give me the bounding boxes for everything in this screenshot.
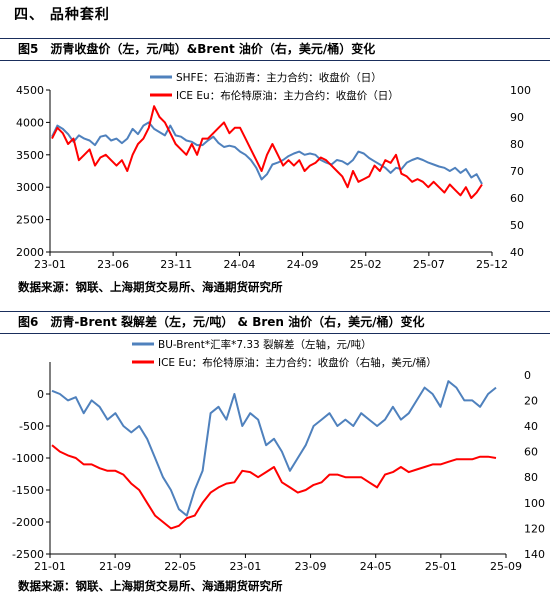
figure-6-number: 图6: [18, 315, 39, 329]
figure-6-title: 沥青-Brent 裂解差（左，元/吨） & Bren 油价（右，美元/桶）变化: [50, 315, 425, 329]
right-tick-label: 60: [510, 192, 524, 205]
right-tick-label: 70: [510, 165, 524, 178]
chart-crack-spread-vs-brent: -2500 -2000 -1500 -1000 -500 0 0 20 40 60 80 100 120…: [12, 338, 545, 573]
legend-label-1: BU-Brent*汇率*7.33 裂解差（左轴，元/吨）: [158, 338, 372, 351]
right-tick-label: 90: [510, 111, 524, 124]
right-tick-label: 0: [524, 369, 531, 382]
x-tick-label: 24-09: [287, 258, 319, 271]
figure-5-source: 数据来源：钢联、上海期货交易所、海通期货研究所: [18, 280, 283, 294]
right-tick-label: 50: [510, 219, 524, 232]
x-tick-label: 23-01: [229, 560, 261, 573]
chart-asphalt-vs-brent: 2000 2500 3000 3500 4000 4500 40 50 60 70 80 90 100 2…: [16, 71, 531, 271]
left-tick-label: 3000: [16, 181, 44, 194]
right-tick-label: 80: [524, 471, 538, 484]
x-tick-label: 23-11: [160, 258, 192, 271]
x-tick-label: 23-01: [34, 258, 66, 271]
right-tick-label: 40: [510, 246, 524, 259]
x-tick-label: 24-04: [223, 258, 255, 271]
series-line-1: [51, 380, 497, 517]
legend-label-2: ICE Eu：布伦特原油：主力合约：收盘价（日）: [176, 89, 399, 102]
figure-5-title: 沥青收盘价（左，元/吨）&Brent 油价（右，美元/桶）变化: [50, 42, 376, 56]
right-tick-label: 120: [524, 522, 545, 535]
series-line-2: [51, 105, 483, 199]
left-tick-label: 3500: [16, 149, 44, 162]
figure-5-header: 图5 沥青收盘价（左，元/吨）&Brent 油价（右，美元/桶）变化: [0, 38, 550, 61]
x-tick-label: 25-09: [490, 560, 522, 573]
series-line-1: [51, 121, 483, 185]
figure-6-source: 数据来源：钢联、上海期货交易所、海通期货研究所: [18, 579, 283, 593]
left-tick-label: -2000: [12, 516, 44, 529]
left-tick-label: -500: [19, 420, 44, 433]
left-tick-label: 0: [37, 388, 44, 401]
x-tick-label: 25-01: [425, 560, 457, 573]
x-tick-label: 25-12: [476, 258, 508, 271]
right-tick-label: 40: [524, 420, 538, 433]
legend-label-1: SHFE：石油沥青：主力合约：收盘价（日）: [176, 71, 382, 84]
right-tick-label: 140: [524, 548, 545, 561]
x-tick-label: 21-09: [99, 560, 131, 573]
x-tick-label: 23-09: [295, 560, 327, 573]
left-tick-label: -1000: [12, 452, 44, 465]
x-tick-label: 22-05: [164, 560, 196, 573]
section-title: 四、 品种套利: [14, 7, 110, 23]
series-line-2: [51, 444, 497, 530]
right-tick-label: 100: [510, 84, 531, 97]
right-tick-label: 60: [524, 446, 538, 459]
x-tick-label: 25-07: [413, 258, 445, 271]
figure-5-number: 图5: [18, 42, 39, 56]
figure-6-header: 图6 沥青-Brent 裂解差（左，元/吨） & Bren 油价（右，美元/桶）变…: [0, 311, 550, 334]
x-tick-label: 25-02: [350, 258, 382, 271]
right-tick-label: 20: [524, 394, 538, 407]
left-tick-label: 2000: [16, 246, 44, 259]
x-tick-label: 23-06: [97, 258, 129, 271]
left-tick-label: -1500: [12, 484, 44, 497]
left-tick-label: 4500: [16, 84, 44, 97]
left-tick-label: -2500: [12, 548, 44, 561]
x-tick-label: 21-01: [34, 560, 66, 573]
left-tick-label: 4000: [16, 116, 44, 129]
right-tick-label: 100: [524, 497, 545, 510]
legend-label-2: ICE Eu：布伦特原油：主力合约：收盘价（右轴，美元/桶）: [158, 356, 437, 369]
x-tick-label: 24-05: [360, 560, 392, 573]
right-tick-label: 80: [510, 138, 524, 151]
left-tick-label: 2500: [16, 214, 44, 227]
